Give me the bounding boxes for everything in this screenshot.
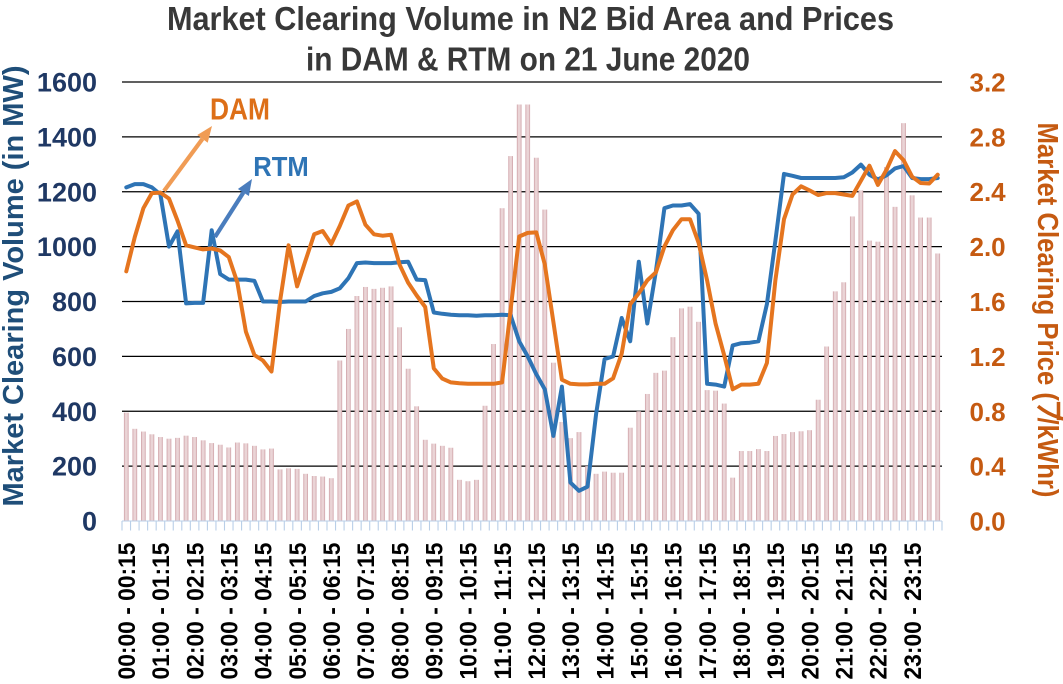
svg-text:Market Clearing Price (: Market Clearing Price (: [1031, 123, 1063, 402]
svg-text:17:00 - 17:15: 17:00 - 17:15: [695, 543, 722, 680]
svg-text:RTM: RTM: [253, 151, 309, 182]
svg-text:18:00 - 18:15: 18:00 - 18:15: [729, 543, 756, 680]
svg-text:10:00 - 10:15: 10:00 - 10:15: [456, 543, 483, 680]
svg-text:06:00 - 06:15: 06:00 - 06:15: [319, 543, 346, 680]
svg-text:12:00 - 12:15: 12:00 - 12:15: [524, 543, 551, 680]
svg-text:15:00 - 15:15: 15:00 - 15:15: [627, 543, 654, 680]
svg-text:Market Clearing Volume (in MW): Market Clearing Volume (in MW): [0, 66, 30, 507]
svg-text:1.6: 1.6: [970, 287, 1006, 317]
svg-text:DAM: DAM: [210, 92, 270, 127]
svg-text:1000: 1000: [37, 232, 97, 262]
svg-text:19:00 - 19:15: 19:00 - 19:15: [763, 543, 790, 680]
svg-text:1600: 1600: [37, 68, 97, 98]
svg-text:16:00 - 16:15: 16:00 - 16:15: [661, 543, 688, 680]
svg-text:0.8: 0.8: [970, 397, 1006, 427]
svg-text:Market Clearing Volume in N2 B: Market Clearing Volume in N2 Bid Area an…: [167, 1, 894, 38]
svg-text:800: 800: [52, 287, 97, 317]
svg-text:00:00 - 00:15: 00:00 - 00:15: [114, 543, 141, 680]
svg-text:11:00 - 11:15: 11:00 - 11:15: [490, 543, 517, 680]
svg-text:0.4: 0.4: [970, 452, 1007, 482]
svg-text:0: 0: [82, 507, 97, 537]
svg-text:400: 400: [52, 397, 97, 427]
svg-text:03:00 - 03:15: 03:00 - 03:15: [217, 543, 244, 680]
svg-text:05:00 - 05:15: 05:00 - 05:15: [285, 543, 312, 680]
svg-text:1200: 1200: [37, 177, 97, 207]
svg-text:in DAM & RTM on 21 June 2020: in DAM & RTM on 21 June 2020: [306, 42, 750, 79]
svg-text:23:00 - 23:15: 23:00 - 23:15: [900, 543, 927, 680]
svg-text:07:00 - 07:15: 07:00 - 07:15: [353, 543, 380, 680]
svg-text:1.2: 1.2: [970, 342, 1006, 372]
svg-text:20:00 - 20:15: 20:00 - 20:15: [797, 543, 824, 680]
svg-text:2.8: 2.8: [970, 122, 1006, 152]
svg-text:600: 600: [52, 342, 97, 372]
svg-text:3.2: 3.2: [970, 68, 1006, 98]
svg-text:200: 200: [52, 452, 97, 482]
svg-text:08:00 - 08:15: 08:00 - 08:15: [387, 543, 414, 680]
svg-text:13:00 - 13:15: 13:00 - 13:15: [558, 543, 585, 680]
svg-text:2.0: 2.0: [970, 232, 1006, 262]
svg-text:1400: 1400: [37, 123, 97, 153]
svg-text:0.0: 0.0: [970, 507, 1006, 537]
svg-text:21:00 - 21:15: 21:00 - 21:15: [832, 543, 859, 680]
svg-text:04:00 - 04:15: 04:00 - 04:15: [251, 543, 278, 680]
svg-text:09:00 - 09:15: 09:00 - 09:15: [422, 543, 449, 680]
svg-text:/kWhr): /kWhr): [1031, 418, 1063, 498]
svg-text:01:00 - 01:15: 01:00 - 01:15: [148, 543, 175, 680]
svg-text:14:00 - 14:15: 14:00 - 14:15: [592, 543, 619, 680]
svg-text:2.4: 2.4: [970, 177, 1007, 207]
svg-text:02:00 - 02:15: 02:00 - 02:15: [182, 543, 209, 680]
svg-text:22:00 - 22:15: 22:00 - 22:15: [866, 543, 893, 680]
